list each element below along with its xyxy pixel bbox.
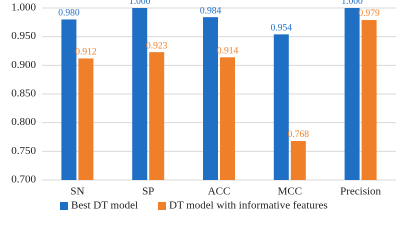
value-label: 0.979 bbox=[358, 9, 380, 19]
bar bbox=[344, 8, 360, 180]
y-tick-label: 0.950 bbox=[11, 30, 36, 42]
value-label: 0.954 bbox=[271, 24, 293, 34]
y-tick-label: 0.750 bbox=[11, 145, 36, 157]
value-label: 0.984 bbox=[200, 6, 222, 16]
value-label: 0.768 bbox=[288, 130, 310, 140]
x-tick-label: SN bbox=[70, 186, 84, 198]
bar bbox=[273, 34, 289, 180]
y-tick-label: 0.700 bbox=[11, 174, 36, 186]
value-label: 1.000 bbox=[341, 0, 363, 7]
legend-swatch bbox=[158, 202, 167, 210]
y-tick-label: 1.000 bbox=[11, 2, 36, 14]
legend-swatch bbox=[60, 202, 68, 210]
bar bbox=[61, 19, 77, 180]
bar bbox=[78, 58, 94, 180]
value-label: 0.923 bbox=[146, 41, 168, 51]
legend-label: DT model with informative features bbox=[169, 200, 328, 212]
value-label: 1.000 bbox=[129, 0, 151, 7]
chart: 0.700 0.750 0.800 0.850 0.900 0.950 1.000 SN 0.9… bbox=[11, 0, 396, 212]
value-label: 0.912 bbox=[75, 48, 97, 58]
bar bbox=[290, 141, 306, 180]
legend-label: Best DT model bbox=[71, 200, 138, 212]
bar bbox=[132, 8, 148, 180]
x-tick-label: SP bbox=[142, 186, 154, 198]
y-tick-label: 0.800 bbox=[11, 116, 36, 128]
x-tick-label: MCC bbox=[278, 186, 302, 198]
y-tick-label: 0.850 bbox=[11, 88, 36, 100]
value-label: 0.914 bbox=[217, 46, 239, 56]
x-tick-label: ACC bbox=[208, 186, 231, 198]
bar bbox=[220, 57, 235, 180]
bar bbox=[361, 20, 377, 180]
value-label: 0.980 bbox=[58, 9, 80, 19]
x-tick-label: Precision bbox=[340, 186, 381, 198]
bar bbox=[203, 17, 218, 180]
bar bbox=[149, 52, 165, 180]
y-tick-label: 0.900 bbox=[11, 59, 36, 71]
